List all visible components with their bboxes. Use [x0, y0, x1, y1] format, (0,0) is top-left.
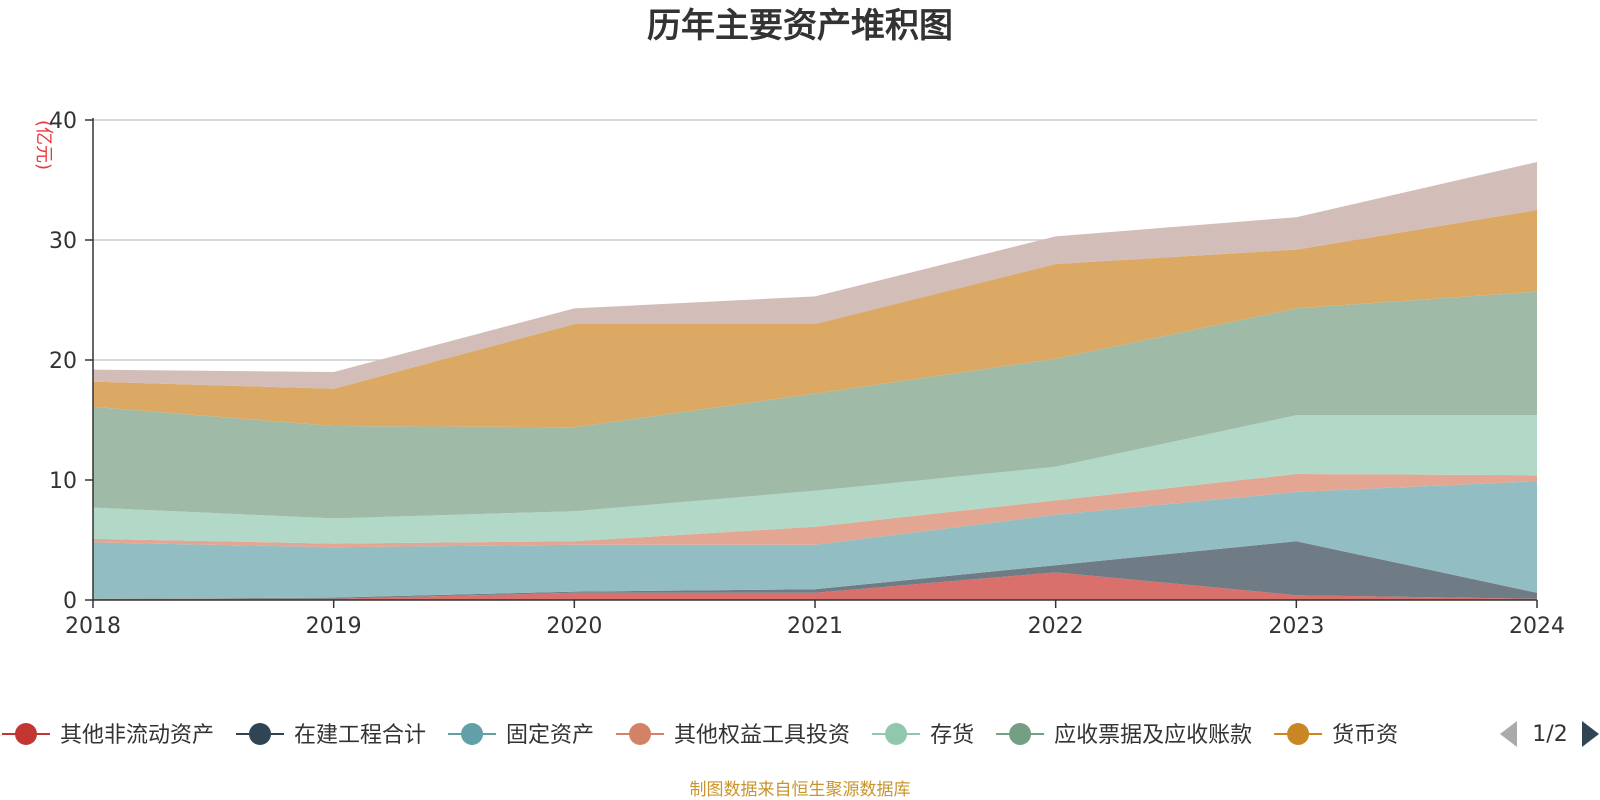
x-tick-label: 2024: [1509, 614, 1565, 639]
area-series-3[interactable]: [93, 474, 1537, 548]
legend-item-4[interactable]: 存货: [872, 723, 974, 748]
y-axis-ticks: 0 10 20 30 40: [49, 109, 93, 614]
y-tick-label: 0: [63, 589, 77, 614]
area-series-2[interactable]: [93, 481, 1537, 599]
x-tick-label: 2020: [546, 614, 602, 639]
legend-label: 在建工程合计: [294, 723, 426, 748]
legend-circle-icon: [629, 723, 652, 745]
legend-item-3[interactable]: 其他权益工具投资: [616, 723, 850, 748]
legend-label: 固定资产: [506, 723, 594, 748]
x-tick-label: 2022: [1028, 614, 1084, 639]
area-series-6[interactable]: [93, 210, 1537, 428]
legend-item-6[interactable]: 货币资: [1274, 723, 1398, 748]
y-axis-unit-label: (亿元): [33, 120, 54, 170]
legend[interactable]: 其他非流动资产 在建工程合计 固定资产 其他权益工具投资 存货 应收票据及应收账款 货币资: [2, 723, 1398, 748]
legend-circle-icon: [461, 723, 484, 745]
x-tick-label: 2023: [1268, 614, 1324, 639]
legend-page-indicator: 1/2: [1532, 722, 1567, 747]
x-tick-label: 2018: [65, 614, 121, 639]
legend-circle-icon: [1009, 723, 1032, 745]
legend-label: 货币资: [1332, 723, 1398, 748]
legend-label: 其他权益工具投资: [674, 723, 850, 748]
area-series-group: [93, 162, 1537, 600]
legend-label: 存货: [930, 723, 974, 748]
x-axis-ticks: 2018 2019 2020 2021 2022 2023 2024: [65, 600, 1565, 639]
x-tick-label: 2019: [306, 614, 362, 639]
x-tick-label: 2021: [787, 614, 843, 639]
legend-item-1[interactable]: 在建工程合计: [236, 723, 426, 748]
y-tick-label: 40: [49, 109, 77, 134]
legend-label: 应收票据及应收账款: [1054, 723, 1252, 748]
legend-circle-icon: [885, 723, 908, 745]
legend-circle-icon: [249, 723, 272, 745]
legend-circle-icon: [1287, 723, 1310, 745]
legend-item-0[interactable]: 其他非流动资产: [2, 723, 214, 748]
data-source-note: 制图数据来自恒生聚源数据库: [690, 780, 911, 800]
legend-circle-icon: [15, 723, 37, 745]
legend-next-page-icon[interactable]: [1582, 721, 1599, 747]
legend-item-2[interactable]: 固定资产: [448, 723, 594, 748]
y-tick-label: 20: [49, 349, 77, 374]
area-series-5[interactable]: [93, 291, 1537, 519]
area-series-1[interactable]: [93, 541, 1537, 599]
y-tick-label: 30: [49, 229, 77, 254]
legend-pager[interactable]: 1/2: [1500, 721, 1599, 747]
chart-title: 历年主要资产堆积图: [647, 6, 953, 46]
y-tick-label: 10: [49, 469, 77, 494]
area-series-4[interactable]: [93, 415, 1537, 544]
legend-item-5[interactable]: 应收票据及应收账款: [996, 723, 1252, 748]
legend-prev-page-icon[interactable]: [1500, 721, 1517, 747]
area-series-0[interactable]: [93, 572, 1537, 600]
legend-label: 其他非流动资产: [60, 723, 214, 748]
